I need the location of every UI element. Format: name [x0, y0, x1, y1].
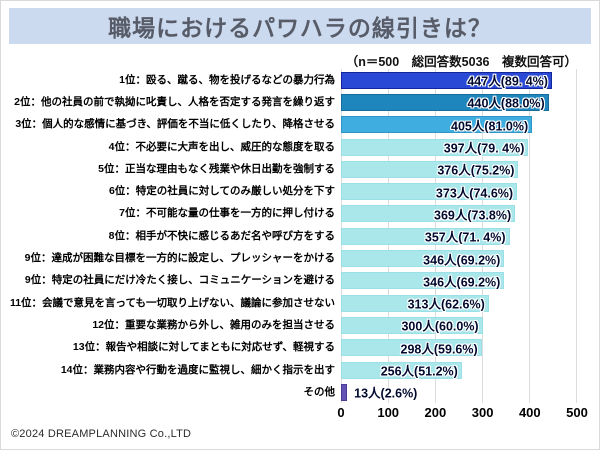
- bar-value: 346人(69.2%): [423, 275, 501, 290]
- x-tick: 500: [566, 405, 588, 421]
- bar-track: 376人(75.2%): [341, 158, 577, 181]
- bar-row: 6位：特定の社員に対してのみ厳しい処分を下す 373人(74.6%): [7, 180, 577, 203]
- bar-label: 9位：達成が困難な目標を一方的に設定し、プレッシャーをかける: [24, 252, 335, 265]
- bar-value: 313人(62.6%): [407, 297, 485, 312]
- bar-row: 5位：正当な理由もなく残業や休日出勤を強制する 376人(75.2%): [7, 158, 577, 181]
- bar-track: 298人(59.6%): [341, 336, 577, 359]
- bar-label: 11位：会議で意見を言っても一切取り上げない、議論に参加させない: [9, 296, 335, 309]
- bar: [341, 383, 348, 401]
- bar-value: 397人(79. 4%): [443, 141, 525, 156]
- bar-value: 300人(60.0%): [401, 319, 479, 334]
- bar-value: 440人(88.0%): [467, 96, 545, 111]
- x-tick: 0: [337, 405, 345, 421]
- bar-value: 447人(89. 4%): [467, 74, 548, 89]
- bar-row: その他 13人(2.6%): [7, 381, 577, 404]
- x-tick: 100: [377, 405, 400, 421]
- bar-label: 8位：相手が不快に感じるあだ名や呼び方をする: [108, 229, 335, 242]
- bar-row: 13位：報告や相談に対してまともに対応せず、軽視する 298人(59.6%): [7, 336, 577, 359]
- bar: 376人(75.2%): [341, 160, 519, 178]
- bar-track: 397人(79. 4%): [341, 135, 577, 159]
- bar-row: 9位：特定の社員にだけ冷たく接し、コミュニケーションを避ける 346人(69.2%…: [7, 269, 577, 292]
- bar-row: 11位：会議で意見を言っても一切取り上げない、議論に参加させない 313人(62.…: [7, 291, 577, 315]
- bar-value: 405人(81.0%): [451, 119, 529, 134]
- bar-row: 14位：業務内容や行動を過度に監視し、細かく指示を出す 256人(51.2%): [7, 358, 577, 382]
- bar: 300人(60.0%): [341, 316, 483, 334]
- bar-row: 2位：他の社員の前で執拗に叱責し、人格を否定する発言を繰り返す 440人(88.0…: [7, 91, 577, 114]
- bar-track: 256人(51.2%): [341, 358, 577, 382]
- bar-value: 376人(75.2%): [437, 163, 515, 178]
- bar-label: 1位：殴る、蹴る、物を投げるなどの暴力行為: [119, 73, 335, 86]
- bar-track: 373人(74.6%): [341, 180, 577, 203]
- bar-row: 8位：相手が不快に感じるあだ名や呼び方をする 357人(71. 4%): [7, 225, 577, 248]
- bar-value: 298人(59.6%): [400, 342, 478, 357]
- bar-label: 7位：不可能な量の仕事を一方的に押し付ける: [119, 207, 335, 220]
- bar-track: 440人(88.0%): [341, 91, 577, 114]
- x-tick: 400: [518, 405, 541, 421]
- x-tick: 200: [424, 405, 447, 421]
- bar-track: 346人(69.2%): [341, 247, 577, 270]
- bar-row: 12位：重要な業務から外し、雑用のみを担当させる 300人(60.0%): [7, 314, 577, 337]
- survey-note: （n＝500 総回答数5036 複数回答可）: [345, 55, 577, 69]
- bar-track: 447人(89. 4%): [341, 69, 577, 92]
- bar-track: 313人(62.6%): [341, 291, 577, 315]
- bar: 440人(88.0%): [341, 93, 549, 111]
- bar-track: 405人(81.0%): [341, 113, 577, 136]
- bar: 447人(89. 4%): [341, 71, 552, 89]
- bar: 313人(62.6%): [341, 294, 489, 312]
- bar-value: 369人(73.8%): [434, 208, 512, 223]
- bar-value: 373人(74.6%): [435, 186, 514, 201]
- bar-row: 9位：達成が困難な目標を一方的に設定し、プレッシャーをかける 346人(69.2%…: [7, 247, 577, 270]
- bar-label: 13位：報告や相談に対してまともに対応せず、軽視する: [72, 341, 335, 354]
- bar: 256人(51.2%): [341, 361, 462, 379]
- bar-track: 346人(69.2%): [341, 269, 577, 292]
- bar-track: 369人(73.8%): [341, 202, 577, 226]
- page-title: 職場におけるパワハラの線引きは？: [108, 15, 492, 41]
- bar-chart: 1位：殴る、蹴る、物を投げるなどの暴力行為 447人(89. 4%) 2位：他の社員…: [7, 69, 588, 422]
- bar-row: 3位：個人的な感情に基づき、評価を不当に低くしたり、降格させる 405人(81.0…: [7, 113, 577, 136]
- bar-value: 346人(69.2%): [423, 253, 501, 268]
- bar-label: その他: [303, 385, 336, 398]
- bar: 298人(59.6%): [341, 339, 482, 357]
- bar-label: 9位：特定の社員にだけ冷たく接し、コミュニケーションを避ける: [24, 274, 335, 287]
- bar-value: 256人(51.2%): [380, 364, 458, 379]
- bar-row: 7位：不可能な量の仕事を一方的に押し付ける 369人(73.8%): [7, 202, 577, 226]
- bar-label: 2位：他の社員の前で執拗に叱責し、人格を否定する発言を繰り返す: [14, 95, 335, 108]
- bar-label: 4位：不必要に大声を出し、威圧的な態度を取る: [108, 140, 335, 153]
- bar: 346人(69.2%): [341, 250, 505, 268]
- bar-label: 6位：特定の社員に対してのみ厳しい処分を下す: [108, 185, 335, 198]
- bar-value: 13人(2.6%): [354, 386, 418, 401]
- x-tick: 300: [471, 405, 494, 421]
- bar-label: 14位：業務内容や行動を過度に監視し、細かく指示を出す: [60, 363, 335, 376]
- bar: 373人(74.6%): [341, 183, 518, 201]
- x-axis: 0 100 200 300 400 500: [337, 404, 587, 422]
- bar-rows: 1位：殴る、蹴る、物を投げるなどの暴力行為 447人(89. 4%) 2位：他の社員…: [7, 69, 577, 404]
- bar-label: 3位：個人的な感情に基づき、評価を不当に低くしたり、降格させる: [15, 118, 335, 131]
- bar: 397人(79. 4%): [341, 138, 529, 156]
- bar: 405人(81.0%): [341, 116, 533, 134]
- bar-label: 12位：重要な業務から外し、雑用のみを担当させる: [92, 318, 335, 331]
- bar-track: 357人(71. 4%): [341, 225, 577, 248]
- bar-track: 300人(60.0%): [341, 314, 577, 337]
- footer-credit: ©2024 DREAMPLANNING Co.,LTD: [11, 428, 192, 440]
- bar-row: 1位：殴る、蹴る、物を投げるなどの暴力行為 447人(89. 4%): [7, 69, 577, 92]
- bar-row: 4位：不必要に大声を出し、威圧的な態度を取る 397人(79. 4%): [7, 135, 577, 159]
- bar: 369人(73.8%): [341, 205, 516, 223]
- bar-track: 13人(2.6%): [341, 381, 577, 404]
- bar: 357人(71. 4%): [341, 227, 510, 245]
- bar-label: 5位：正当な理由もなく残業や休日出勤を強制する: [98, 162, 335, 175]
- title-bar: 職場におけるパワハラの線引きは？: [9, 8, 591, 44]
- bar-value: 357人(71. 4%): [424, 230, 506, 245]
- bar: 346人(69.2%): [341, 272, 505, 290]
